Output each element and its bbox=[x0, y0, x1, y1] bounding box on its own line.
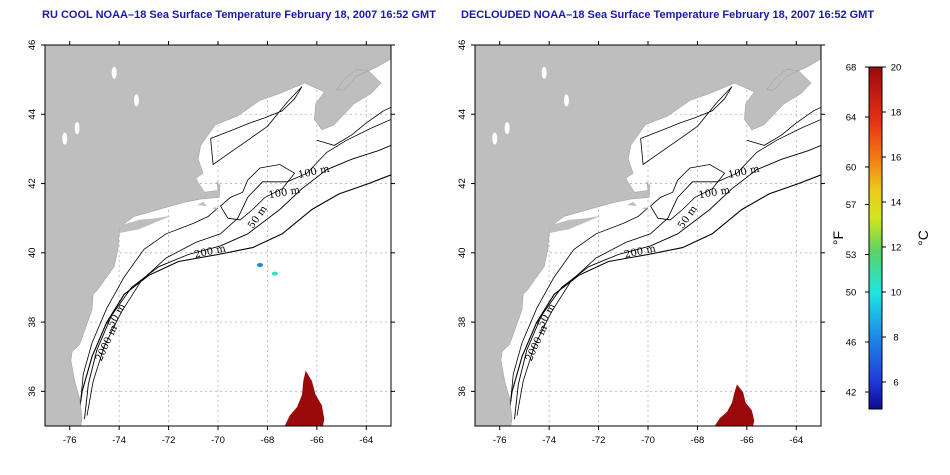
lake bbox=[492, 132, 498, 145]
lat-tick-label: 36 bbox=[457, 386, 468, 397]
bathymetry-contour bbox=[316, 106, 391, 146]
land-mass bbox=[45, 45, 391, 426]
sst-cold-patch bbox=[271, 271, 278, 276]
lon-tick-label: -64 bbox=[789, 435, 803, 446]
lon-tick-label: -68 bbox=[261, 435, 275, 446]
fahrenheit-unit-label: °F bbox=[830, 231, 846, 245]
celsius-unit-label: °C bbox=[915, 230, 931, 246]
marthas-vineyard bbox=[627, 201, 637, 207]
lon-tick-label: -74 bbox=[112, 435, 126, 446]
lat-tick-label: 40 bbox=[27, 248, 38, 259]
lat-tick-label: 36 bbox=[27, 386, 38, 397]
lat-tick-label: 38 bbox=[457, 317, 468, 328]
lon-tick-label: -76 bbox=[493, 435, 507, 446]
long-island bbox=[549, 215, 601, 234]
lon-tick-label: -72 bbox=[162, 435, 176, 446]
lat-tick-label: 44 bbox=[27, 109, 38, 120]
bathymetry-contour bbox=[210, 86, 303, 166]
lon-tick-label: -72 bbox=[592, 435, 606, 446]
celsius-tick-label: 8 bbox=[893, 333, 898, 344]
lake bbox=[563, 94, 569, 107]
lon-tick-label: -74 bbox=[542, 435, 556, 446]
fahrenheit-tick-label: 60 bbox=[846, 163, 857, 174]
lat-tick-label: 42 bbox=[457, 178, 468, 189]
lon-tick-label: -66 bbox=[740, 435, 754, 446]
celsius-tick-label: 10 bbox=[891, 288, 902, 299]
bathymetry-contour bbox=[220, 164, 296, 221]
lake bbox=[111, 66, 117, 79]
lake bbox=[74, 122, 80, 135]
sst-cold-patch bbox=[257, 262, 264, 267]
celsius-tick-label: 12 bbox=[891, 243, 902, 254]
lon-tick-label: -66 bbox=[310, 435, 324, 446]
lon-tick-label: -70 bbox=[211, 435, 225, 446]
lat-tick-label: 38 bbox=[27, 317, 38, 328]
bathymetry-contour bbox=[506, 174, 821, 426]
bathymetry-contour bbox=[650, 164, 726, 221]
colorbar-gradient bbox=[868, 66, 883, 410]
fahrenheit-tick-label: 42 bbox=[846, 388, 857, 399]
bathymetry-contour bbox=[640, 86, 733, 166]
sst-warm-patch bbox=[714, 384, 755, 426]
bathymetry-contour bbox=[746, 106, 821, 146]
nantucket bbox=[211, 207, 219, 210]
lat-tick-label: 44 bbox=[457, 109, 468, 120]
lake bbox=[133, 94, 139, 107]
celsius-tick-label: 14 bbox=[891, 198, 902, 209]
land-mass bbox=[475, 45, 821, 426]
celsius-tick-label: 16 bbox=[891, 153, 902, 164]
lat-tick-label: 42 bbox=[27, 178, 38, 189]
marthas-vineyard bbox=[197, 201, 207, 207]
bathymetry-contour bbox=[76, 174, 391, 426]
lake bbox=[504, 122, 510, 135]
fahrenheit-tick-label: 64 bbox=[846, 113, 857, 124]
fahrenheit-tick-label: 68 bbox=[846, 63, 857, 74]
sst-warm-patch bbox=[284, 370, 325, 426]
celsius-tick-label: 18 bbox=[891, 108, 902, 119]
long-island bbox=[119, 215, 171, 234]
right-panel-title: DECLOUDED NOAA–18 Sea Surface Temperatur… bbox=[461, 9, 875, 21]
lon-tick-label: -68 bbox=[691, 435, 705, 446]
bathymetry-contour bbox=[514, 144, 821, 420]
left-panel-title: RU COOL NOAA–18 Sea Surface Temperature … bbox=[42, 9, 436, 21]
celsius-tick-label: 6 bbox=[893, 378, 898, 389]
fahrenheit-tick-label: 57 bbox=[846, 200, 857, 211]
fahrenheit-tick-label: 53 bbox=[846, 250, 857, 261]
lon-tick-label: -64 bbox=[359, 435, 373, 446]
bathymetry-contour bbox=[79, 207, 219, 413]
fahrenheit-tick-label: 50 bbox=[846, 288, 857, 299]
lon-tick-label: -70 bbox=[641, 435, 655, 446]
bathymetry-contour bbox=[86, 119, 391, 416]
lon-tick-label: -76 bbox=[63, 435, 77, 446]
lake bbox=[541, 66, 547, 79]
fahrenheit-tick-label: 46 bbox=[846, 338, 857, 349]
nantucket bbox=[641, 207, 649, 210]
lat-tick-label: 46 bbox=[457, 40, 468, 51]
bathymetry-contour bbox=[516, 119, 821, 416]
lat-tick-label: 40 bbox=[457, 248, 468, 259]
bathymetry-contour bbox=[84, 144, 391, 420]
celsius-tick-label: 20 bbox=[891, 63, 902, 74]
lat-tick-label: 46 bbox=[27, 40, 38, 51]
lake bbox=[62, 132, 68, 145]
bathymetry-contour bbox=[509, 207, 649, 413]
